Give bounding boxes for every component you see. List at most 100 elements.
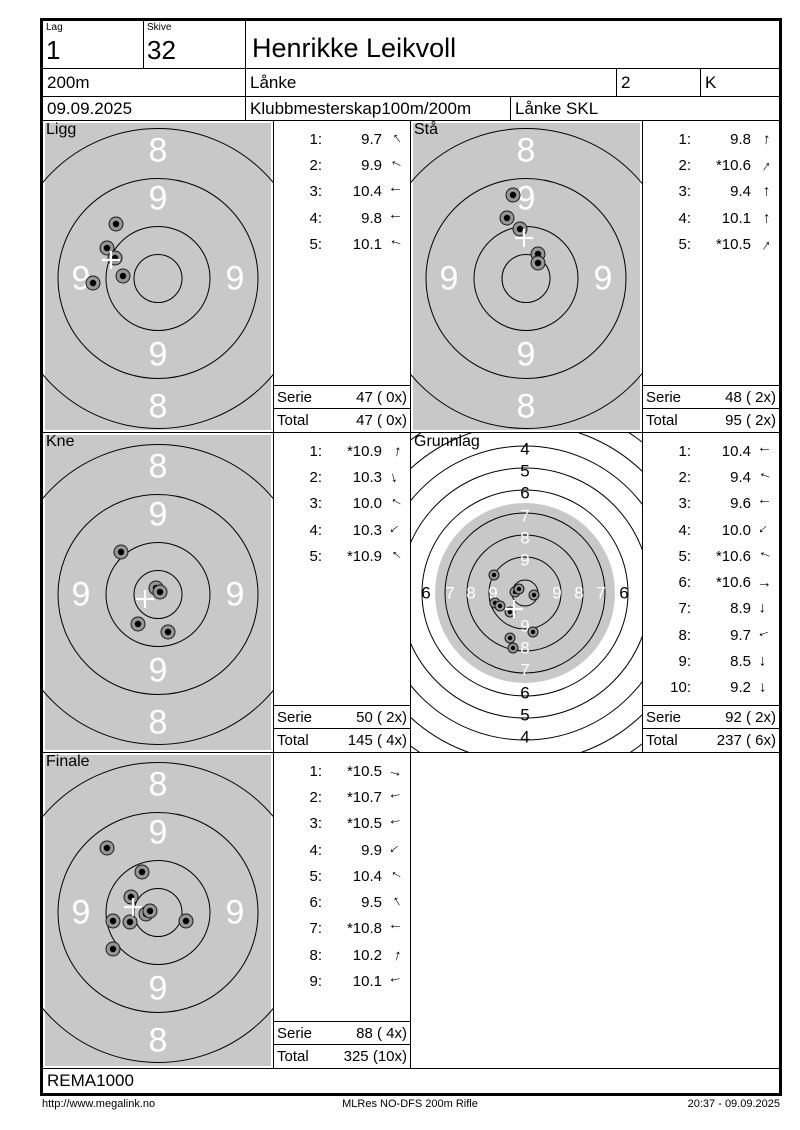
- svg-text:9: 9: [226, 576, 245, 614]
- staa-serie-value: 48 ( 2x): [725, 389, 776, 406]
- target-ligg-title: Ligg: [46, 121, 77, 138]
- distance-cell: 200m: [42, 68, 246, 97]
- lane-cell: 2: [616, 68, 701, 97]
- svg-text:7: 7: [596, 584, 605, 603]
- target-kne-title: Kne: [46, 433, 75, 450]
- shot-direction-arrow-icon: →: [383, 891, 407, 914]
- shot-number: 1:: [309, 762, 322, 780]
- shot-direction-arrow-icon: →: [384, 467, 406, 487]
- shooter-name: Henrikke Leikvoll: [252, 33, 457, 63]
- lag-label: Lag: [46, 22, 63, 33]
- ligg-total-row: Total 47 ( 0x): [274, 408, 410, 432]
- shot-direction-arrow-icon: →: [386, 971, 404, 992]
- total-label: Total: [277, 1048, 309, 1065]
- sponsor-text: REMA1000: [47, 1071, 134, 1090]
- shot-direction-arrow-icon: →: [383, 518, 407, 542]
- shot-number: 2:: [678, 468, 691, 486]
- staa-serie-row: Serie 48 ( 2x): [643, 385, 779, 409]
- score-row: 9: 8.5 →: [643, 648, 779, 674]
- finale-total-row: Total 325 (10x): [274, 1044, 410, 1068]
- shot-direction-arrow-icon: →: [387, 183, 403, 201]
- shot-number: 2:: [309, 468, 322, 486]
- svg-text:5: 5: [520, 462, 529, 481]
- shot-direction-arrow-icon: →: [383, 544, 407, 568]
- shot-value: 9.8: [361, 209, 382, 227]
- shot-direction-arrow-icon: →: [754, 545, 774, 567]
- shot-direction-arrow-icon: →: [386, 787, 404, 808]
- score-row: 6: *10.6 →: [643, 569, 779, 595]
- shot-direction-arrow-icon: →: [383, 128, 407, 151]
- score-row: 1: *10.5 →: [274, 758, 410, 784]
- target-finale-graphic: 8 9 9 9 9 8: [43, 755, 273, 1066]
- svg-text:9: 9: [594, 260, 613, 298]
- shot-value: *10.9: [346, 547, 382, 565]
- score-row: 2: 9.9 →: [274, 152, 410, 178]
- shot-number: 3:: [678, 495, 691, 513]
- shot-number: 5:: [309, 235, 322, 253]
- score-panel-staa: 1: 9.8 → 2: *10.6 → 3: 9.4 → 4: 10.1 → 5: *10.5 → Seri…: [642, 120, 780, 433]
- footer-program: MLRes NO-DFS 200m Rifle: [342, 1098, 478, 1110]
- shot-value: 10.4: [352, 183, 382, 201]
- shot-number: 2:: [309, 788, 322, 806]
- shot-value: *10.7: [346, 788, 382, 806]
- shot-direction-arrow-icon: →: [755, 654, 773, 670]
- shot-number: 3:: [309, 815, 322, 833]
- score-panel-kne: 1: *10.9 → 2: 10.3 → 3: 10.0 → 4: 10.3 → 5: *10.9 → Se…: [273, 432, 411, 753]
- footer-url: http://www.megalink.no: [42, 1098, 156, 1110]
- target-finale: 8 9 9 9 9 8 Finale: [42, 752, 274, 1069]
- svg-text:8: 8: [574, 584, 583, 603]
- shot-value: 8.9: [730, 600, 751, 618]
- svg-text:6: 6: [520, 484, 529, 503]
- shot-number: 1:: [309, 130, 322, 148]
- finale-serie-value: 88 ( 4x): [356, 1025, 407, 1042]
- svg-text:7: 7: [520, 507, 529, 526]
- shot-direction-arrow-icon: →: [384, 154, 406, 177]
- score-row: 3: 10.4 →: [274, 179, 410, 205]
- shot-value: 8.5: [730, 653, 751, 671]
- shot-number: 9:: [678, 653, 691, 671]
- sponsor-cell: REMA1000: [42, 1068, 780, 1094]
- skive-label: Skive: [147, 22, 172, 33]
- serie-label: Serie: [646, 389, 682, 406]
- score-panel-grunnlag: 1: 10.4 → 2: 9.4 → 3: 9.6 → 4: 10.0 → 5: *10.6 → 6: *10.…: [642, 432, 780, 753]
- shot-value: 9.6: [730, 495, 751, 513]
- shot-direction-arrow-icon: →: [755, 184, 773, 200]
- svg-text:9: 9: [149, 496, 168, 534]
- shot-direction-arrow-icon: →: [755, 210, 773, 226]
- shot-number: 6:: [309, 894, 322, 912]
- shot-number: 3:: [309, 183, 322, 201]
- score-row: 10: 9.2 →: [643, 675, 779, 701]
- score-row: 2: *10.6 →: [643, 152, 779, 178]
- svg-text:6: 6: [421, 584, 430, 603]
- organizer-value: Lånke SKL: [515, 98, 599, 118]
- svg-text:9: 9: [226, 260, 245, 298]
- score-row: 1: 9.7 →: [274, 126, 410, 152]
- svg-text:9: 9: [72, 260, 91, 298]
- score-row: 5: 10.4 →: [274, 863, 410, 889]
- finale-total-value: 325 (10x): [343, 1048, 407, 1065]
- svg-text:9: 9: [72, 576, 91, 614]
- score-row: 1: *10.9 →: [274, 438, 410, 464]
- shot-direction-arrow-icon: →: [754, 466, 774, 488]
- svg-text:5: 5: [520, 706, 529, 725]
- svg-text:9: 9: [517, 180, 536, 218]
- shot-direction-arrow-icon: →: [383, 838, 407, 862]
- target-staa-graphic: 8 9 9 9 9 8: [411, 123, 642, 430]
- shot-number: 3:: [309, 495, 322, 513]
- svg-text:8: 8: [517, 388, 536, 426]
- shot-number: 8:: [678, 626, 691, 644]
- shot-value: 9.7: [361, 130, 382, 148]
- shot-value: *10.6: [715, 156, 751, 174]
- staa-total-value: 95 ( 2x): [725, 412, 776, 429]
- target-finale-title: Finale: [46, 753, 90, 770]
- skive-value: 32: [147, 35, 176, 65]
- shot-number: 7:: [678, 600, 691, 618]
- shot-number: 5:: [309, 867, 322, 885]
- target-kne: 8 9 9 9 9 8 Kne: [42, 432, 274, 753]
- shot-value: 9.8: [730, 130, 751, 148]
- total-label: Total: [646, 412, 678, 429]
- score-row: 3: 10.0 →: [274, 491, 410, 517]
- shot-value: *10.6: [715, 574, 751, 592]
- kne-serie-value: 50 ( 2x): [356, 709, 407, 726]
